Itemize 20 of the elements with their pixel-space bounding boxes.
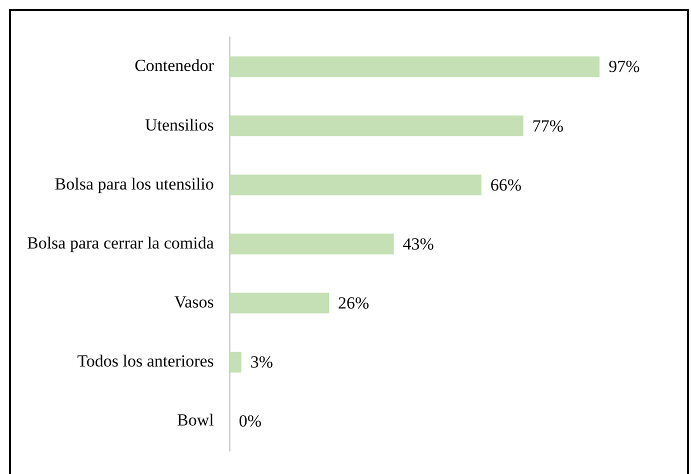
data-label: 26% [338,294,370,313]
y-tick-label: Bolsa para los utensilio [54,174,214,194]
data-label: 77% [532,116,564,136]
data-label: 97% [608,57,640,76]
bar [230,234,394,254]
bar [230,115,524,136]
bar [230,174,482,196]
bar [230,292,329,314]
y-tick-label: Todos los anteriores [77,352,214,371]
y-tick-label: Utensilios [144,115,214,134]
data-label: 43% [402,234,434,254]
data-label: 66% [490,175,522,194]
y-tick-label: Bowl [177,410,214,430]
y-tick-label: Bolsa para cerrar la comida [26,233,214,252]
data-label: 0% [238,412,262,431]
y-tick-label: Vasos [174,292,214,312]
bar [230,352,242,373]
y-tick-label: Contenedor [134,56,214,76]
bar [230,56,600,78]
data-label: 3% [250,352,274,372]
